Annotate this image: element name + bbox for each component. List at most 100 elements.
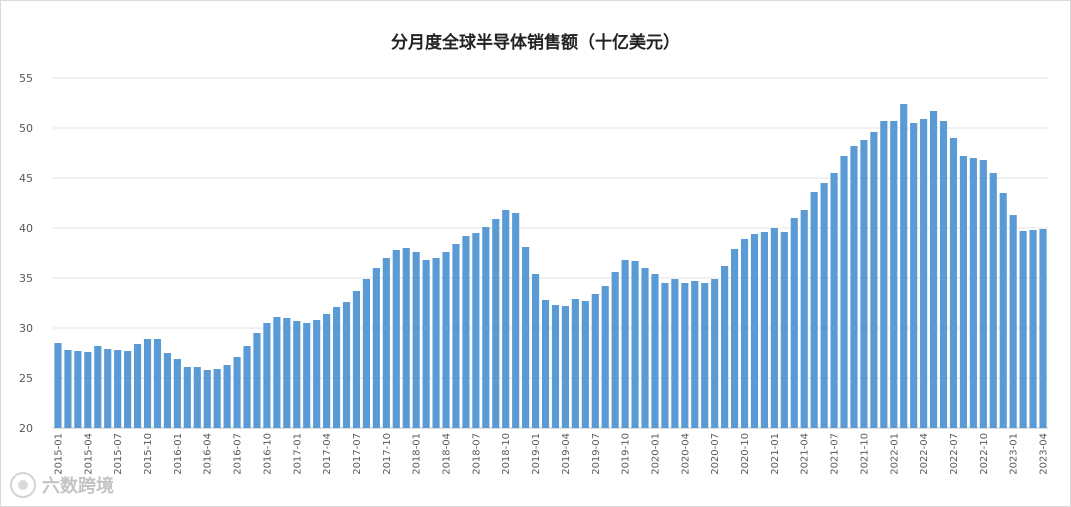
bar bbox=[273, 317, 281, 428]
bar bbox=[253, 333, 261, 428]
bar bbox=[721, 266, 729, 428]
bar bbox=[820, 183, 828, 428]
bar bbox=[482, 227, 490, 428]
bar bbox=[541, 300, 550, 428]
bar bbox=[591, 294, 599, 428]
y-tick-label: 20 bbox=[19, 422, 33, 435]
bar bbox=[581, 301, 589, 428]
watermark-text: 六数跨境 bbox=[42, 476, 114, 497]
bar bbox=[1039, 229, 1047, 428]
bar bbox=[114, 350, 122, 428]
x-tick-label: 2017-07 bbox=[352, 433, 363, 475]
bar bbox=[730, 249, 739, 428]
bar bbox=[124, 351, 132, 428]
bar bbox=[979, 160, 987, 428]
chart-title: 分月度全球半导体销售额（十亿美元） bbox=[391, 33, 680, 53]
bar bbox=[651, 274, 659, 428]
bar bbox=[74, 351, 82, 428]
x-tick-label: 2016-01 bbox=[173, 433, 184, 475]
x-tick-label: 2019-07 bbox=[591, 433, 602, 475]
y-tick-label: 45 bbox=[19, 172, 33, 185]
x-tick-label: 2017-10 bbox=[382, 433, 393, 475]
bar bbox=[104, 349, 112, 428]
bar bbox=[740, 239, 749, 428]
bar bbox=[830, 173, 838, 428]
x-tick-label: 2019-04 bbox=[561, 433, 572, 475]
bar bbox=[1029, 230, 1037, 428]
x-tick-label: 2020-07 bbox=[710, 433, 721, 475]
bar bbox=[472, 233, 480, 428]
x-axis: 2015-01 2015-04 2015-07 2015-10 2016-01 2016-… bbox=[53, 433, 1049, 475]
bar bbox=[54, 343, 62, 428]
y-tick-label: 40 bbox=[19, 222, 33, 235]
bar bbox=[313, 320, 321, 428]
bar bbox=[64, 350, 72, 428]
bar bbox=[850, 146, 858, 428]
grid-lines bbox=[53, 77, 1048, 429]
x-tick-label: 2015-10 bbox=[143, 433, 154, 475]
bar bbox=[910, 123, 918, 428]
bar bbox=[203, 370, 211, 428]
x-tick-label: 2018-04 bbox=[442, 433, 453, 475]
bar bbox=[442, 252, 450, 428]
x-tick-label: 2017-04 bbox=[322, 433, 333, 475]
bar bbox=[502, 210, 510, 428]
x-tick-label: 2021-07 bbox=[830, 433, 841, 475]
bar bbox=[332, 307, 341, 428]
watermark: 六数跨境 bbox=[10, 472, 114, 498]
bar bbox=[303, 323, 311, 428]
x-tick-label: 2015-07 bbox=[113, 433, 124, 475]
bar bbox=[601, 286, 609, 428]
bar bbox=[800, 210, 808, 428]
bar bbox=[890, 121, 898, 428]
bar-series bbox=[54, 104, 1047, 428]
bar bbox=[711, 279, 719, 428]
bar bbox=[522, 247, 530, 428]
bar bbox=[790, 218, 798, 428]
bar bbox=[900, 104, 908, 428]
bar bbox=[561, 306, 569, 428]
bar bbox=[770, 228, 778, 428]
bar bbox=[422, 260, 430, 428]
bar bbox=[412, 252, 420, 428]
bar bbox=[173, 359, 181, 428]
x-tick-label: 2020-01 bbox=[650, 433, 661, 475]
bar bbox=[1009, 215, 1017, 428]
y-tick-label: 50 bbox=[19, 122, 33, 135]
x-tick-label: 2021-04 bbox=[800, 433, 811, 475]
y-axis: 20 25 30 35 40 45 50 55 bbox=[19, 72, 33, 435]
bar bbox=[432, 258, 440, 428]
bar bbox=[870, 132, 878, 428]
x-tick-label: 2021-10 bbox=[859, 433, 870, 475]
x-tick-label: 2023-01 bbox=[1009, 433, 1020, 475]
bar bbox=[512, 213, 520, 428]
bar bbox=[880, 121, 888, 428]
y-tick-label: 35 bbox=[19, 272, 33, 285]
x-tick-label: 2016-07 bbox=[233, 433, 244, 475]
bar bbox=[760, 232, 768, 428]
bar bbox=[263, 323, 271, 428]
bar bbox=[392, 250, 400, 428]
bar bbox=[750, 234, 759, 428]
x-tick-label: 2016-04 bbox=[203, 433, 214, 475]
bar bbox=[223, 365, 231, 428]
bar bbox=[452, 244, 460, 428]
y-tick-label: 30 bbox=[19, 322, 33, 335]
bar bbox=[372, 268, 380, 428]
bar bbox=[989, 173, 997, 428]
bar bbox=[94, 346, 102, 428]
bar bbox=[213, 369, 221, 428]
x-tick-label: 2015-01 bbox=[53, 433, 64, 475]
bar bbox=[949, 138, 958, 428]
x-tick-label: 2018-07 bbox=[471, 433, 482, 475]
bar bbox=[611, 272, 619, 428]
bar bbox=[551, 305, 560, 428]
x-tick-label: 2016-10 bbox=[262, 433, 273, 475]
bar bbox=[780, 232, 788, 428]
bar bbox=[531, 274, 540, 428]
bar bbox=[323, 314, 331, 428]
bar bbox=[969, 158, 977, 428]
bar bbox=[661, 283, 669, 428]
bar bbox=[939, 121, 948, 428]
